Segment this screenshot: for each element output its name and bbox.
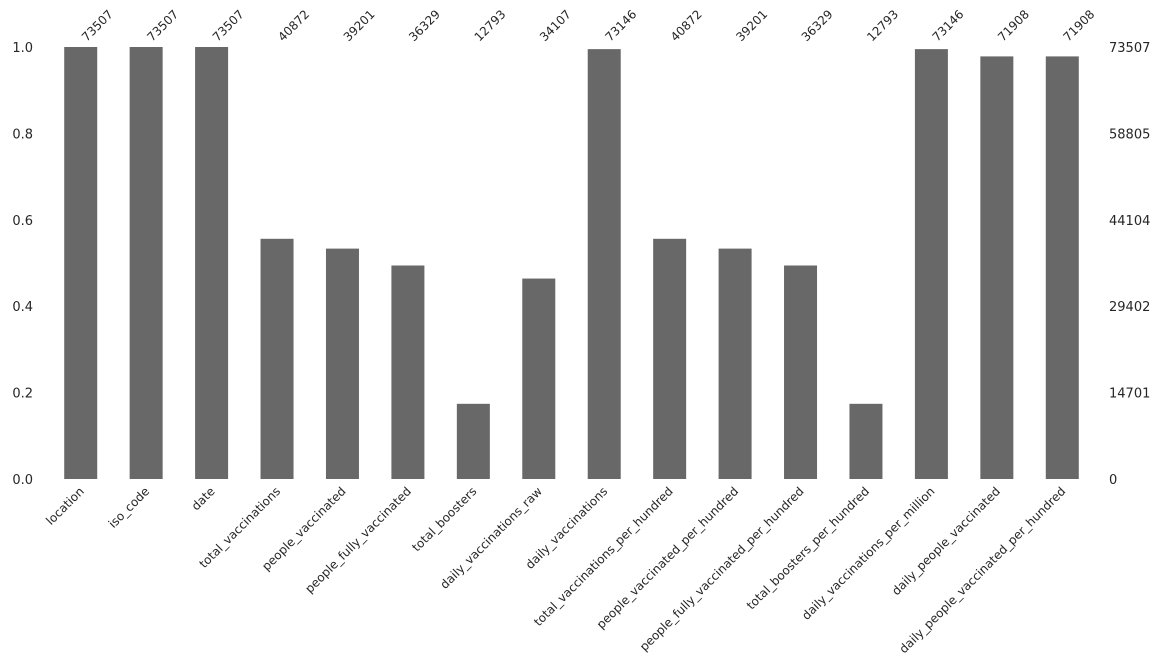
- bar-value-labels: 73507 73507 73507 40872 39201 36329 12793 34107…: [79, 7, 1097, 44]
- category-label: total_boosters_per_hundred: [744, 484, 872, 612]
- category-label: people_vaccinated_per_hundred: [594, 484, 741, 631]
- bar: [587, 49, 621, 480]
- bar: [849, 403, 883, 479]
- bar: [980, 56, 1014, 479]
- left-tick-label: 0.8: [12, 127, 33, 142]
- bar: [456, 403, 490, 479]
- bar-value-label: 73146: [930, 7, 967, 44]
- left-tick-label: 1.0: [12, 41, 33, 56]
- left-tick-label: 0.0: [12, 473, 33, 488]
- category-label: daily_people_vaccinated: [889, 484, 1003, 598]
- bar-value-label: 73146: [602, 7, 639, 44]
- bar-value-label: 36329: [799, 7, 836, 44]
- left-tick-label: 0.4: [12, 300, 33, 315]
- bar-value-label: 36329: [406, 7, 443, 44]
- right-tick-label: 58805: [1109, 127, 1150, 142]
- bar-value-label: 39201: [733, 7, 770, 44]
- category-label: total_boosters: [409, 484, 479, 554]
- left-tick-label: 0.6: [12, 214, 33, 229]
- category-label: people_fully_vaccinated: [302, 484, 414, 596]
- bar: [784, 265, 818, 479]
- bar: [260, 238, 294, 479]
- bar: [64, 47, 98, 479]
- bar: [1045, 56, 1079, 479]
- bar-value-label: 73507: [144, 7, 181, 44]
- right-axis: 0 14701 29402 44104 58805 73507: [1109, 41, 1150, 488]
- bars: [64, 47, 1079, 480]
- category-labels: location iso_code datetotal_vaccinationspe…: [43, 484, 1068, 656]
- bar-value-label: 12793: [864, 7, 901, 44]
- left-tick-label: 0.2: [12, 387, 33, 402]
- bar-value-label: 73507: [210, 7, 247, 44]
- right-tick-label: 73507: [1109, 41, 1150, 56]
- right-tick-label: 44104: [1109, 214, 1150, 229]
- right-tick-label: 0: [1109, 473, 1117, 488]
- bar: [325, 248, 359, 479]
- bar-value-label: 39201: [341, 7, 378, 44]
- right-tick-label: 14701: [1109, 387, 1150, 402]
- bar-value-label: 34107: [537, 7, 574, 44]
- bar-value-label: 12793: [472, 7, 509, 44]
- category-label: iso_code: [106, 484, 153, 531]
- left-axis: 0.0 0.2 0.4 0.6 0.8 1.0: [12, 41, 33, 488]
- bar-value-label: 71908: [1061, 7, 1098, 44]
- bar: [129, 47, 163, 479]
- category-label: daily_vaccinations_per_million: [799, 484, 937, 622]
- category-label: total_vaccinations_per_hundred: [531, 484, 676, 629]
- bar-value-label: 40872: [275, 7, 312, 44]
- bar: [914, 49, 948, 480]
- bar-value-label: 40872: [668, 7, 705, 44]
- bar: [391, 265, 425, 479]
- bar-value-label: 73507: [79, 7, 116, 44]
- bar: [195, 47, 229, 479]
- bar-value-label: 71908: [995, 7, 1032, 44]
- category-label: location: [43, 484, 87, 528]
- right-tick-label: 29402: [1109, 300, 1150, 315]
- bar: [522, 278, 556, 479]
- category-label: date: [189, 484, 218, 513]
- bar: [653, 238, 687, 479]
- bar: [718, 248, 752, 479]
